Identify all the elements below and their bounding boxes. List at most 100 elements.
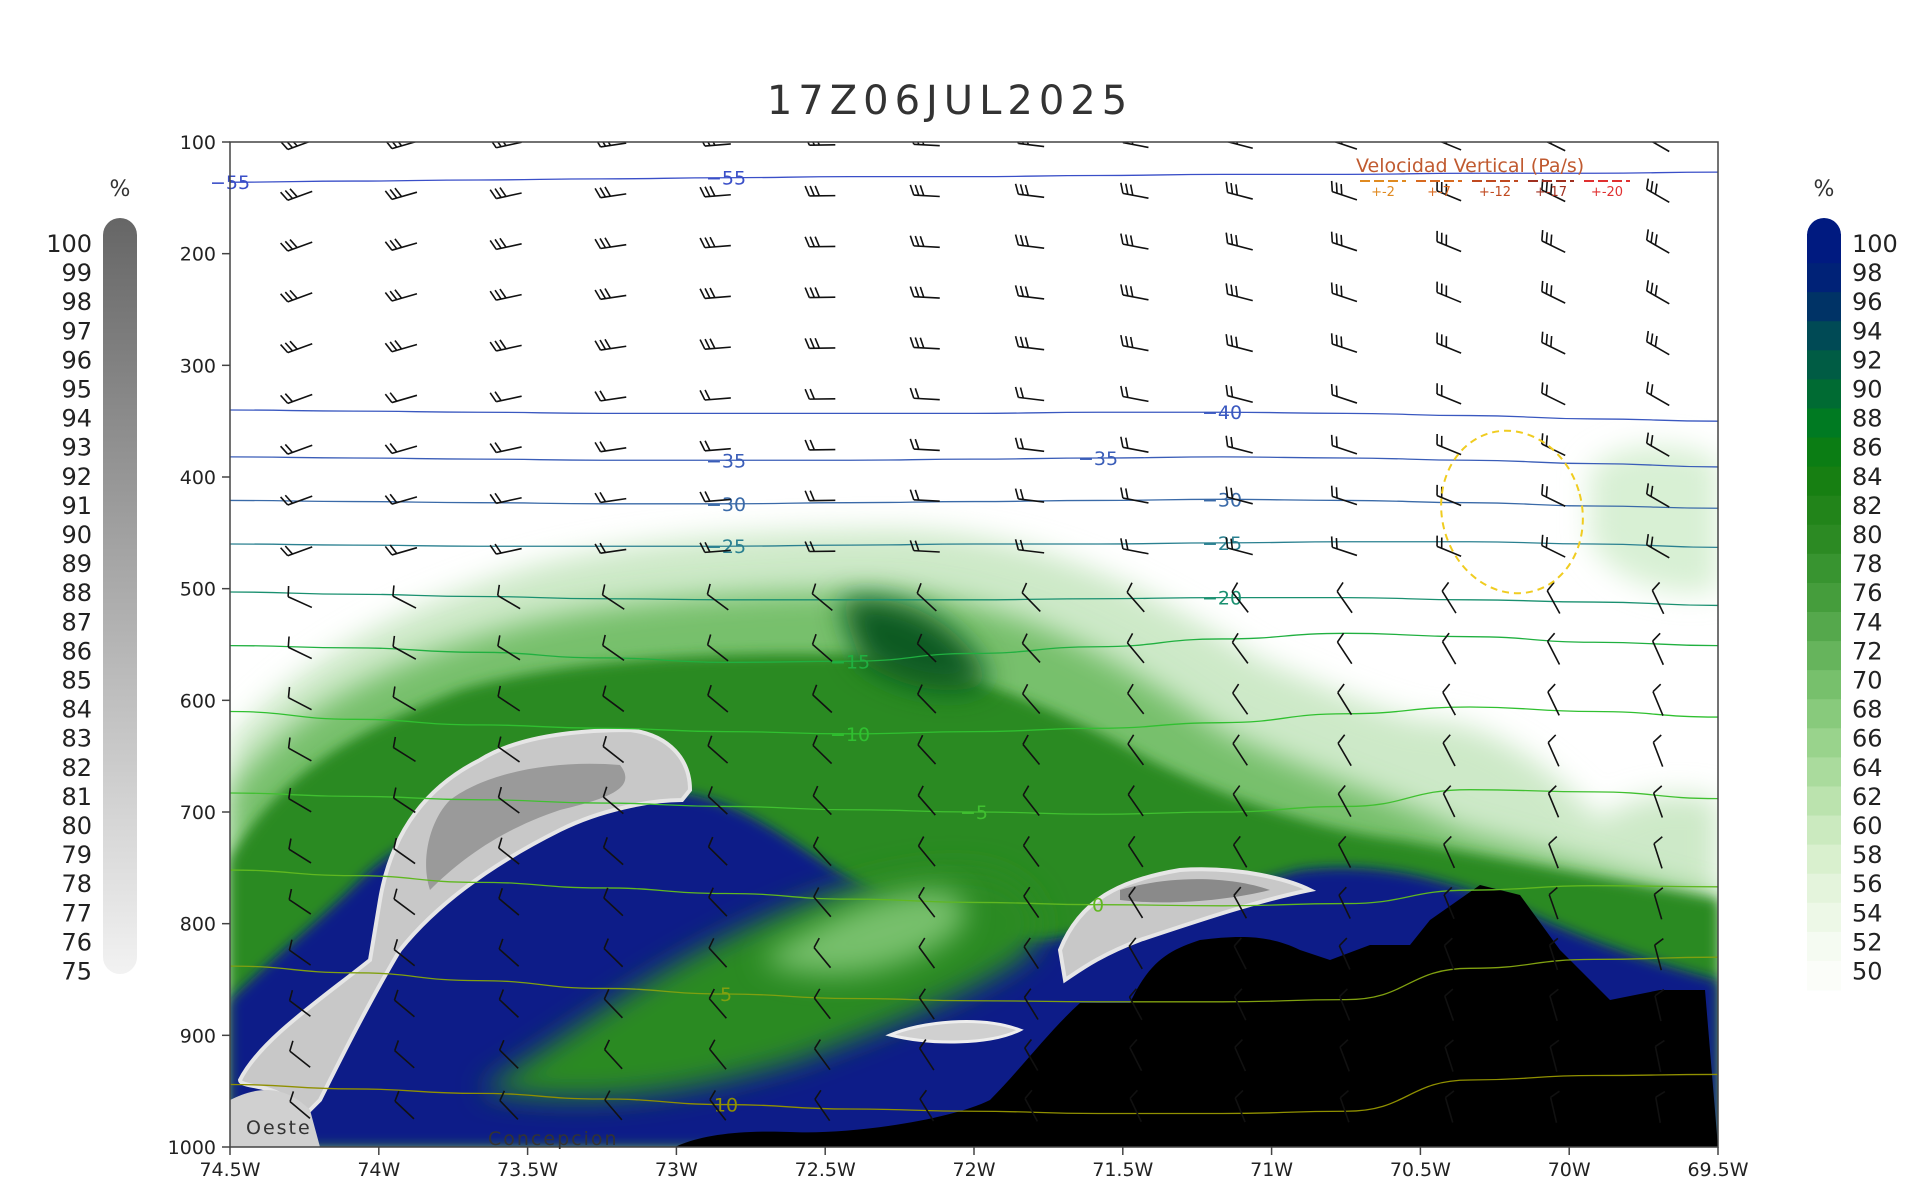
right-colorbar-label: 60 (1852, 812, 1883, 840)
left-colorbar-label: 95 (61, 376, 92, 404)
y-tick-label: 700 (180, 802, 216, 824)
wind-barb (595, 336, 626, 350)
right-colorbar-label: 52 (1852, 928, 1883, 956)
wind-barb (1433, 332, 1465, 353)
wind-barb (910, 185, 940, 197)
wind-barb (281, 284, 313, 304)
wind-barb (385, 132, 417, 150)
wind-barb (385, 233, 417, 251)
contour-label: −10 (830, 724, 870, 746)
left-colorbar-label: 94 (61, 405, 92, 433)
wind-barb (1224, 334, 1256, 351)
wind-barb (281, 537, 313, 557)
wind-barb (490, 386, 521, 402)
legend: Velocidad Vertical (Pa/s)+-2+-7+-12+-17+… (1356, 155, 1630, 200)
wind-barb (1014, 438, 1045, 452)
annotation-concepcion: Concepcion (488, 1128, 619, 1150)
left-colorbar-label: 92 (61, 463, 92, 491)
y-tick-label: 800 (180, 914, 216, 936)
temperature-contour-line (230, 499, 1718, 508)
legend-entry: +-7 (1427, 185, 1451, 200)
humidity-shade-light-east (1590, 446, 1718, 592)
wind-barb (1643, 128, 1674, 152)
contour-label: −25 (1202, 533, 1242, 555)
wind-barb (700, 286, 731, 298)
right-colorbar-segment (1807, 408, 1841, 438)
contour-label: −20 (1202, 588, 1242, 610)
right-colorbar-label: 86 (1852, 434, 1883, 462)
right-colorbar-label: 58 (1852, 841, 1883, 869)
wind-barb (1328, 435, 1360, 454)
contour-label: −15 (830, 651, 870, 673)
legend-title: Velocidad Vertical (Pa/s) (1356, 155, 1584, 177)
wind-barb (1014, 489, 1045, 503)
right-colorbar-label: 56 (1852, 870, 1883, 898)
left-colorbar-label: 83 (61, 725, 92, 753)
wind-barb (1224, 436, 1256, 453)
right-colorbar-segment (1807, 816, 1841, 846)
x-tick-label: 74.5W (199, 1159, 260, 1181)
right-colorbar-label: 74 (1852, 608, 1883, 636)
wind-barb (1119, 386, 1150, 401)
wind-barb (1119, 132, 1150, 147)
wind-barb (281, 131, 313, 151)
right-colorbar-label: 54 (1852, 899, 1883, 927)
wind-barb (910, 490, 940, 502)
wind-barb (1643, 280, 1674, 304)
wind-barb (281, 334, 313, 354)
wind-barb (1119, 234, 1150, 249)
wind-barb (1224, 182, 1256, 199)
wind-barb (1643, 331, 1674, 355)
x-tick-label: 73W (655, 1159, 698, 1181)
wind-barb (1433, 231, 1465, 252)
wind-barb (1014, 235, 1045, 249)
wind-barb (595, 184, 626, 198)
wind-barb (1224, 283, 1256, 300)
right-colorbar-label: 98 (1852, 259, 1883, 287)
wind-barb (700, 236, 731, 248)
wind-barb (1652, 735, 1672, 767)
right-colorbar-segment (1807, 525, 1841, 555)
wind-barb (700, 134, 731, 146)
left-colorbar-bar (103, 218, 137, 974)
right-colorbar-label: 84 (1852, 463, 1883, 491)
right-colorbar-label: 70 (1852, 667, 1883, 695)
x-tick-label: 73.5W (497, 1159, 558, 1181)
wind-barb (910, 286, 940, 298)
y-tick-label: 600 (180, 690, 216, 712)
left-colorbar-label: 77 (61, 899, 92, 927)
left-colorbar-label: 98 (61, 288, 92, 316)
annotation-oeste: Oeste (246, 1117, 312, 1139)
left-colorbar-label: 100 (46, 230, 92, 258)
wind-barb (1328, 536, 1360, 555)
wind-barb (281, 487, 313, 507)
contour-label: −30 (706, 494, 746, 516)
wind-barb (1335, 633, 1360, 664)
wind-barb (1538, 129, 1569, 151)
temperature-contour-line (230, 410, 1718, 421)
right-colorbar-segment (1807, 350, 1841, 380)
right-colorbar: % 10098969492908886848280787674727068666… (1807, 177, 1898, 991)
x-tick-label: 71.5W (1092, 1159, 1153, 1181)
wind-barb (1643, 229, 1674, 253)
wind-barb (1224, 233, 1256, 250)
wind-barb (1538, 433, 1569, 455)
contour-label: −25 (706, 536, 746, 558)
wind-barb (595, 387, 626, 401)
wind-barb (281, 182, 313, 202)
left-colorbar-unit: % (110, 177, 131, 202)
right-colorbar-label: 96 (1852, 288, 1883, 316)
right-colorbar-segment (1807, 263, 1841, 293)
right-colorbar-segment (1807, 728, 1841, 758)
wind-barb (1433, 129, 1465, 150)
wind-barb (1433, 383, 1465, 404)
wind-barb (389, 585, 420, 608)
wind-barb (1440, 633, 1464, 664)
left-colorbar-label: 76 (61, 928, 92, 956)
right-colorbar-label: 82 (1852, 492, 1883, 520)
legend-entry: +-2 (1371, 185, 1395, 200)
wind-barb (1014, 285, 1045, 299)
wind-barb (1014, 133, 1045, 147)
left-colorbar-label: 91 (61, 492, 92, 520)
wind-barb (490, 336, 521, 352)
